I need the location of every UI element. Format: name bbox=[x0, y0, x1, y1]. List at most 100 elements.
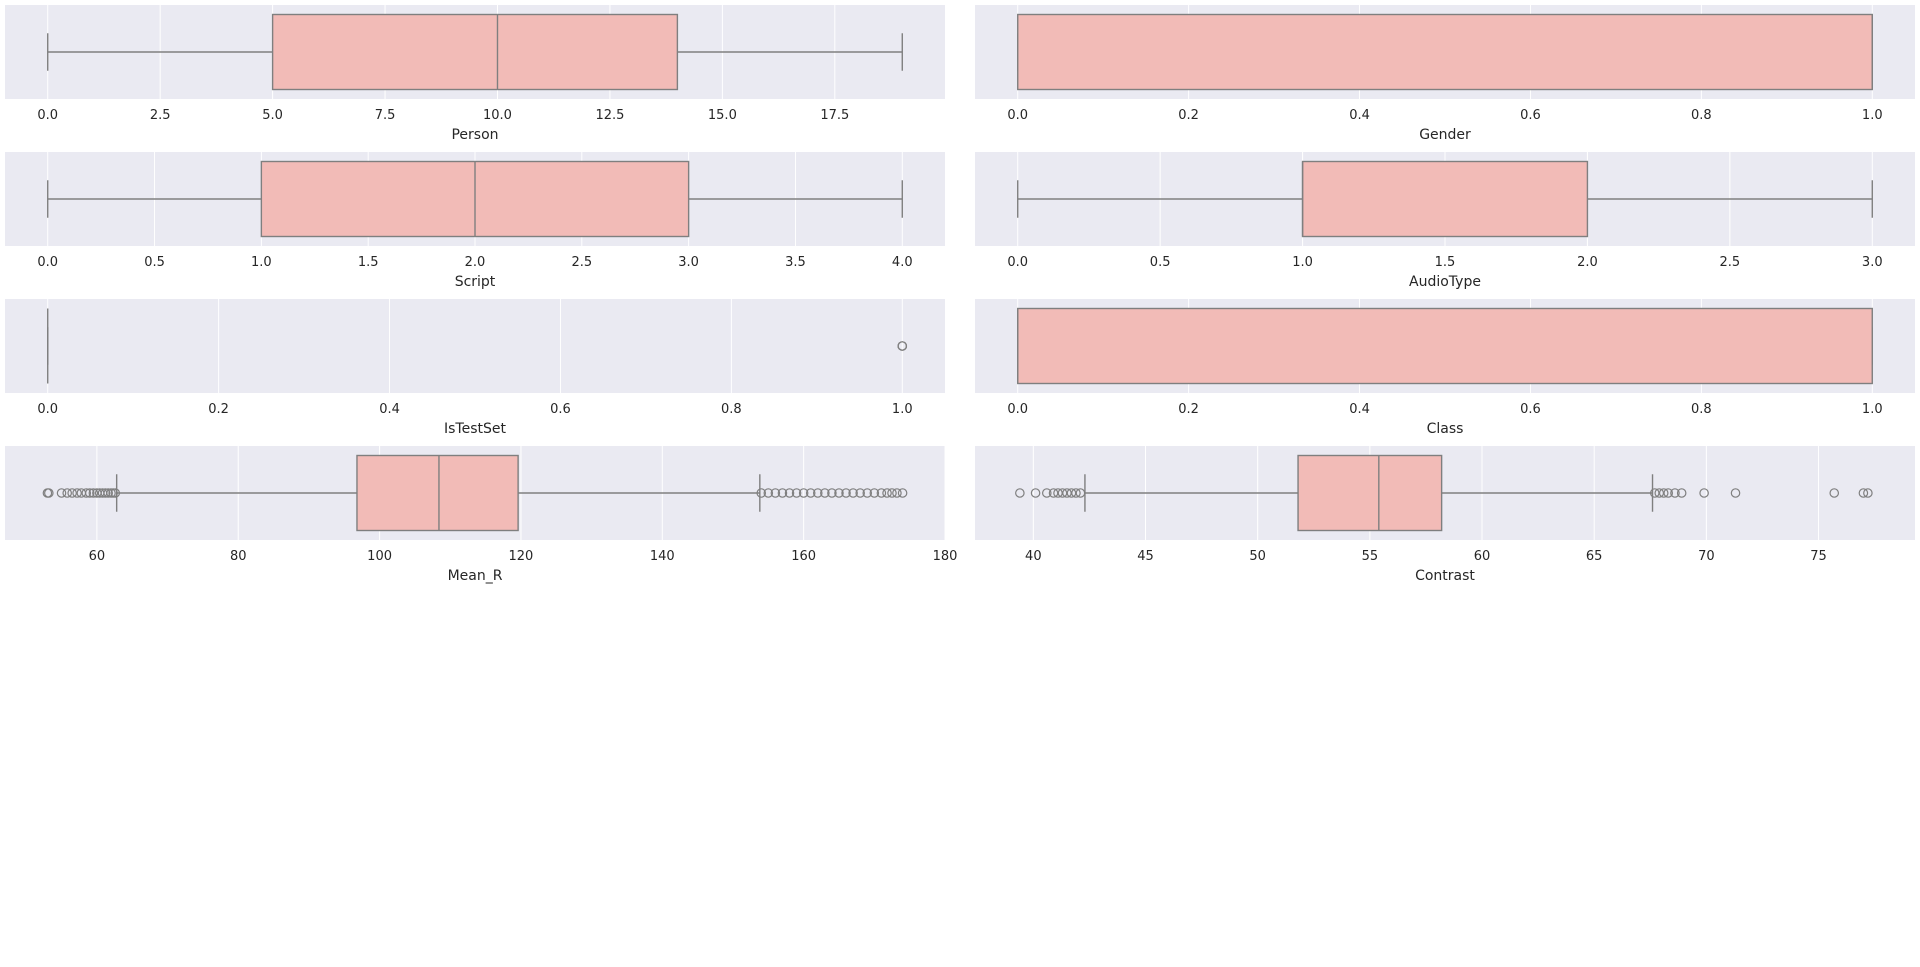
x-tick-label: 55 bbox=[1362, 549, 1379, 564]
x-tick-label: 60 bbox=[1474, 549, 1491, 564]
outlier-point bbox=[1041, 488, 1052, 498]
outlier-point bbox=[777, 488, 788, 498]
x-tick-label: 1.5 bbox=[1435, 255, 1456, 270]
x-tick-label: 0.6 bbox=[1520, 108, 1541, 123]
x-tick-label: 75 bbox=[1810, 549, 1827, 564]
x-tick-label: 1.0 bbox=[892, 402, 913, 417]
outlier-point bbox=[1030, 488, 1041, 498]
x-tick-label: 0.8 bbox=[1691, 108, 1712, 123]
box bbox=[1297, 454, 1443, 532]
outlier-point bbox=[756, 488, 767, 498]
x-axis-label: Gender bbox=[1419, 127, 1471, 143]
outlier-point bbox=[784, 488, 795, 498]
plot-area bbox=[5, 299, 945, 393]
x-tick-label: 45 bbox=[1137, 549, 1154, 564]
x-tick-label: 3.0 bbox=[678, 255, 699, 270]
outlier-point bbox=[791, 488, 802, 498]
outlier-point bbox=[812, 488, 823, 498]
outlier-point bbox=[892, 488, 902, 498]
x-tick-label: 3.0 bbox=[1862, 255, 1883, 270]
outlier-point bbox=[770, 488, 781, 498]
x-tick-label: 65 bbox=[1586, 549, 1603, 564]
x-tick-label: 12.5 bbox=[595, 108, 624, 123]
outlier-point bbox=[81, 488, 92, 498]
outlier-point bbox=[1863, 488, 1873, 498]
x-tick-label: 100 bbox=[367, 549, 392, 564]
outlier-point bbox=[100, 488, 111, 498]
x-tick-label: 120 bbox=[509, 549, 534, 564]
outlier-point bbox=[103, 488, 113, 498]
x-axis-label: Mean_R bbox=[448, 568, 503, 584]
subplot-person: 0.0 2.5 5.0 7.5 10.0 12.5 15.0 17.5 Person bbox=[5, 5, 945, 143]
x-tick-label: 40 bbox=[1025, 549, 1042, 564]
outlier-point bbox=[1015, 488, 1025, 498]
x-tick-label: 0.4 bbox=[379, 402, 400, 417]
x-tick-label: 2.5 bbox=[571, 255, 592, 270]
x-tick-label: 160 bbox=[791, 549, 816, 564]
box bbox=[356, 454, 519, 532]
outlier-point bbox=[805, 488, 816, 498]
x-tick-label: 0.4 bbox=[1349, 108, 1370, 123]
outlier-point bbox=[882, 488, 892, 498]
x-axis-label: Person bbox=[451, 127, 498, 143]
subplot-mean-r: 60 80 100 120 140 160 180 Mean_R bbox=[5, 446, 957, 584]
box bbox=[1017, 307, 1873, 385]
x-tick-label: 17.5 bbox=[820, 108, 849, 123]
outlier-point bbox=[841, 488, 851, 498]
outlier-point bbox=[897, 341, 908, 351]
x-axis-label: AudioType bbox=[1409, 274, 1481, 290]
subplot-contrast: 40 45 50 55 60 65 70 75 Contrast bbox=[975, 446, 1915, 584]
x-tick-label: 3.5 bbox=[785, 255, 806, 270]
outlier-point bbox=[1730, 488, 1741, 498]
x-tick-label: 0.2 bbox=[208, 402, 229, 417]
x-tick-label: 0.2 bbox=[1178, 108, 1199, 123]
x-tick-label: 0.0 bbox=[37, 255, 58, 270]
x-tick-label: 2.5 bbox=[1720, 255, 1741, 270]
x-tick-label: 0.2 bbox=[1178, 402, 1199, 417]
outlier-point bbox=[56, 488, 67, 498]
x-tick-label: 0.6 bbox=[550, 402, 571, 417]
x-tick-label: 7.5 bbox=[375, 108, 396, 123]
outlier-point bbox=[1699, 488, 1709, 498]
x-tick-label: 1.0 bbox=[1862, 402, 1883, 417]
subplot-istestset: 0.0 0.2 0.4 0.6 0.8 1.0 IsTestSet bbox=[5, 299, 945, 437]
x-tick-label: 15.0 bbox=[708, 108, 737, 123]
outlier-point bbox=[876, 488, 887, 498]
x-tick-label: 0.0 bbox=[37, 402, 58, 417]
outlier-point bbox=[1663, 488, 1674, 498]
outlier-point bbox=[827, 488, 837, 498]
subplot-class: 0.0 0.2 0.4 0.6 0.8 1.0 Class bbox=[975, 299, 1915, 437]
x-tick-label: 4.0 bbox=[892, 255, 913, 270]
outlier-point bbox=[855, 488, 865, 498]
x-tick-label: 0.8 bbox=[721, 402, 742, 417]
subplot-script: 0.0 0.5 1.0 1.5 2.0 2.5 3.0 3.5 4.0 Script bbox=[5, 152, 945, 290]
outlier-point bbox=[862, 488, 873, 498]
x-tick-label: 0.8 bbox=[1691, 402, 1712, 417]
x-tick-label: 5.0 bbox=[262, 108, 283, 123]
outlier-point bbox=[1075, 488, 1086, 498]
box bbox=[271, 13, 679, 91]
outlier-point bbox=[44, 488, 54, 498]
outlier-point bbox=[62, 488, 72, 498]
x-tick-label: 0.4 bbox=[1349, 402, 1370, 417]
outlier-point bbox=[897, 488, 908, 498]
x-tick-label: 180 bbox=[933, 549, 958, 564]
outlier-point bbox=[1676, 488, 1687, 498]
x-tick-label: 2.5 bbox=[150, 108, 171, 123]
box bbox=[1301, 160, 1589, 238]
outlier-point bbox=[1670, 488, 1680, 498]
subplot-audiotype: 0.0 0.5 1.0 1.5 2.0 2.5 3.0 AudioType bbox=[975, 152, 1915, 290]
outlier-point bbox=[834, 488, 844, 498]
x-tick-label: 1.0 bbox=[1292, 255, 1313, 270]
outlier-point bbox=[887, 488, 897, 498]
x-tick-label: 140 bbox=[650, 549, 675, 564]
x-axis-label: Script bbox=[455, 274, 496, 290]
x-tick-label: 0.6 bbox=[1520, 402, 1541, 417]
x-tick-label: 10.0 bbox=[483, 108, 512, 123]
x-tick-label: 1.5 bbox=[358, 255, 379, 270]
outlier-point bbox=[67, 488, 77, 498]
subplot-gender: 0.0 0.2 0.4 0.6 0.8 1.0 Gender bbox=[975, 5, 1915, 143]
x-tick-label: 0.0 bbox=[1007, 255, 1028, 270]
outlier-point bbox=[798, 488, 809, 498]
